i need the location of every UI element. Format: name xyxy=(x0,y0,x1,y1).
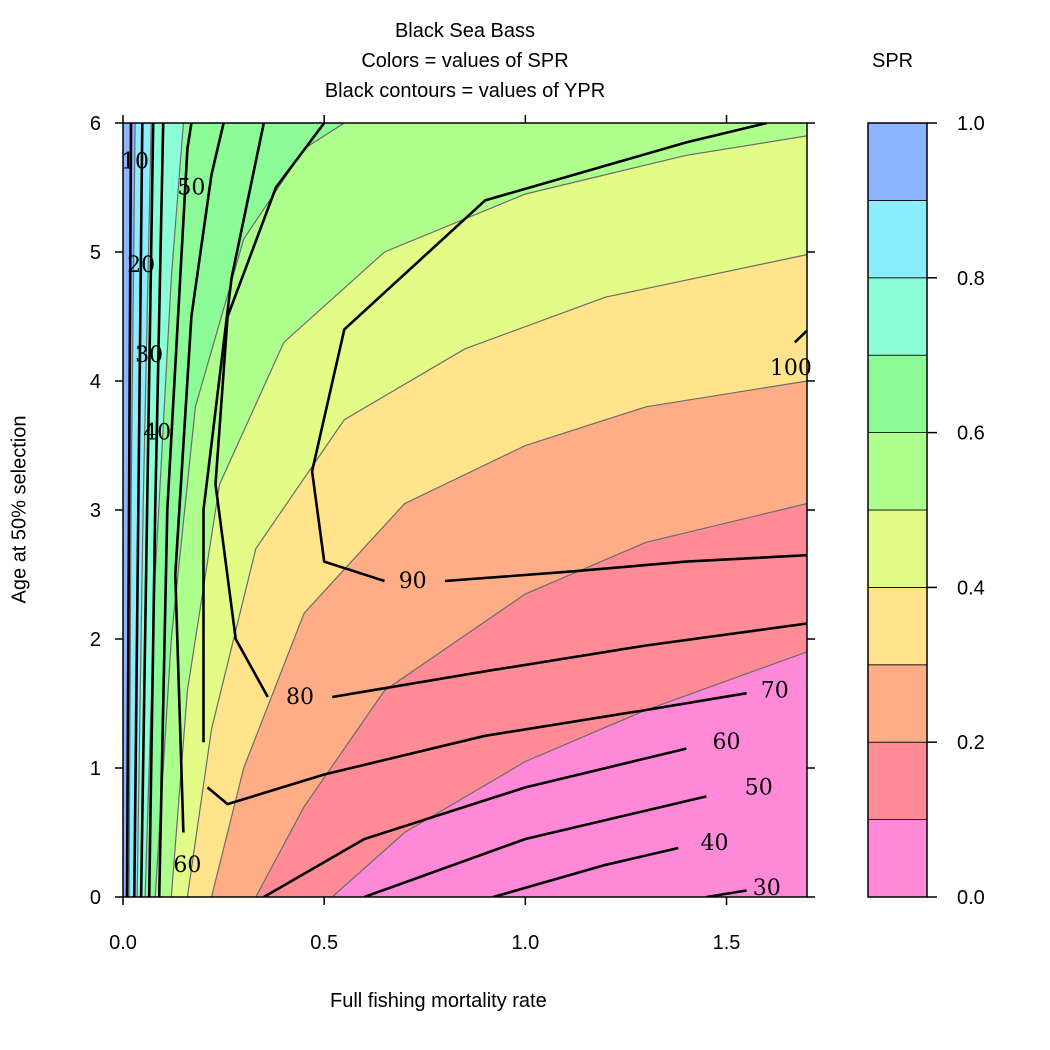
ypr-contour-line xyxy=(125,123,133,897)
ypr-contour-label: 30 xyxy=(135,343,163,368)
colorbar-frame xyxy=(867,122,928,898)
spr-contour-line xyxy=(128,123,136,897)
ypr-contour-label: 40 xyxy=(700,831,728,856)
ypr-contour-label: 50 xyxy=(177,176,205,201)
ypr-contour-line xyxy=(206,691,747,806)
plot-area xyxy=(123,123,807,897)
x-tick-label: 1.5 xyxy=(713,932,741,954)
spr-contour-line xyxy=(331,651,807,897)
colorbar-segment xyxy=(867,664,928,743)
colorbar-tick-label: 1.0 xyxy=(957,113,985,135)
ypr-contour-label: 40 xyxy=(143,421,171,446)
colorbar-segment xyxy=(867,199,928,279)
ypr-contour-line xyxy=(331,622,807,699)
ypr-contour-line xyxy=(157,123,193,897)
spr-contour-line xyxy=(136,123,152,897)
ypr-contour-label: 70 xyxy=(761,679,789,704)
ypr-contour-label: 60 xyxy=(713,730,741,755)
ypr-contour-line xyxy=(706,889,747,897)
ypr-contour-line xyxy=(793,328,807,344)
y-tick-label: 1 xyxy=(90,758,101,780)
chart-subtitle-2: Black contours = values of YPR xyxy=(324,80,606,102)
ypr-contour-line xyxy=(310,123,768,583)
chart-title: Black Sea Bass xyxy=(394,20,536,42)
spr-contour-line xyxy=(154,123,345,897)
x-tick-label: 0.5 xyxy=(310,932,338,954)
colorbar-segment xyxy=(867,819,928,898)
colorbar-segment xyxy=(867,354,928,434)
colorbar-tick-label: 0.8 xyxy=(957,268,985,290)
ypr-contour-line xyxy=(263,747,687,897)
spr-contour-line xyxy=(255,503,807,897)
spr-band xyxy=(123,123,807,897)
colorbar-segment xyxy=(867,122,928,201)
ypr-contour-line xyxy=(214,123,326,698)
y-tick-label: 6 xyxy=(90,113,101,135)
y-tick-label: 2 xyxy=(90,629,101,651)
colorbar-segment xyxy=(867,509,928,588)
x-tick-label: 0.0 xyxy=(109,932,137,954)
ypr-contour-label: 10 xyxy=(121,150,149,175)
legend-title: SPR xyxy=(872,50,914,72)
y-tick-label: 4 xyxy=(90,371,101,393)
ypr-contour-line xyxy=(363,795,707,897)
colorbar-tick-label: 0.6 xyxy=(957,423,985,445)
spr-contour-line xyxy=(170,135,807,897)
spr-contour-line xyxy=(186,254,807,897)
spr-contour-line xyxy=(210,380,807,897)
colorbar-segment xyxy=(867,277,928,356)
ypr-contour-label: 100 xyxy=(770,356,812,381)
colorbar-segment xyxy=(867,741,928,821)
ypr-contour-label: 60 xyxy=(173,853,201,878)
ypr-contour-line xyxy=(492,846,679,897)
y-tick-label: 5 xyxy=(90,242,101,264)
colorbar-segment xyxy=(867,432,928,511)
ypr-contour-label: 90 xyxy=(399,569,427,594)
y-tick-label: 3 xyxy=(90,500,101,522)
y-tick-label: 0 xyxy=(90,887,101,909)
ypr-contour-line xyxy=(139,123,155,897)
spr-contour-line xyxy=(144,123,184,897)
y-axis-label: Age at 50% selection xyxy=(8,415,31,604)
colorbar-segment xyxy=(867,587,928,666)
x-axis-label: Full fishing mortality rate xyxy=(330,990,547,1012)
ypr-contour-label: 50 xyxy=(745,775,773,800)
ypr-contour-line xyxy=(444,553,807,583)
ypr-contour-line xyxy=(133,123,144,897)
colorbar-tick-label: 0.4 xyxy=(957,577,985,599)
chart-subtitle-1: Colors = values of SPR xyxy=(361,50,569,72)
x-tick-label: 1.0 xyxy=(511,932,539,954)
ypr-contour-label: 20 xyxy=(127,253,155,278)
ypr-contour-label: 80 xyxy=(286,685,314,710)
colorbar-tick-label: 0.2 xyxy=(957,732,985,754)
ypr-contour-line xyxy=(174,123,225,833)
colorbar-tick-label: 0.0 xyxy=(957,887,985,909)
ypr-contour-line xyxy=(202,123,266,743)
ypr-contour-line xyxy=(147,123,165,897)
